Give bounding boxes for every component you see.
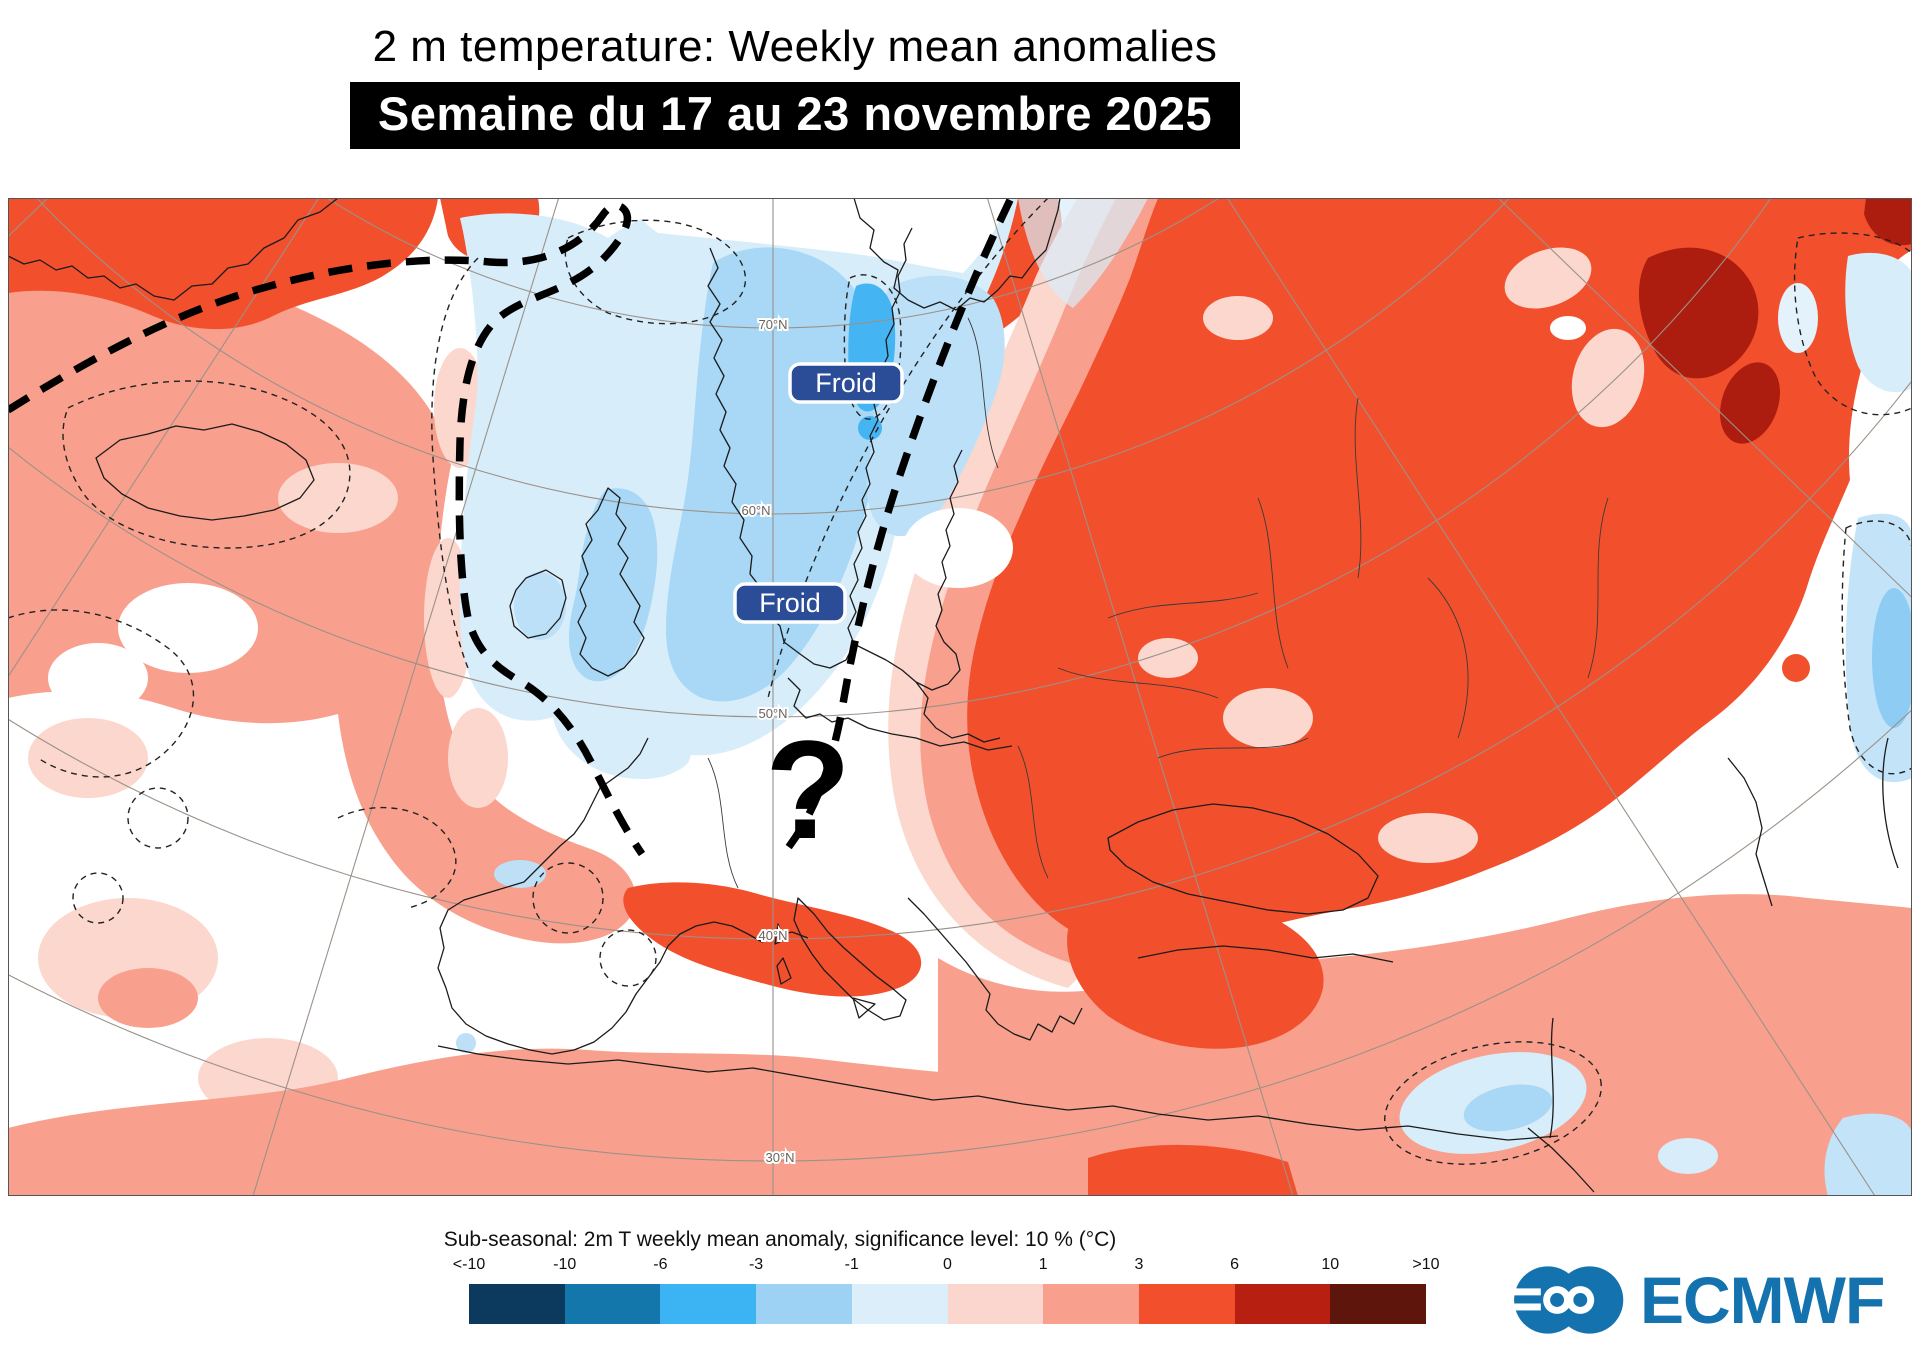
colorbar-tick-2: -6 — [653, 1256, 668, 1273]
colorbar — [469, 1284, 1427, 1324]
colorbar-tick-8: 6 — [1230, 1256, 1240, 1273]
froid-badge-2: Froid — [733, 582, 847, 624]
colorbar-tick-7: 3 — [1134, 1256, 1144, 1273]
froid-badge-2-label: Froid — [759, 588, 821, 618]
cold-boundary-dashes — [8, 198, 1014, 857]
lat-label-60n: 60°N — [741, 503, 770, 518]
anomaly-map: 70°N 60°N 50°N 40°N 30°N Froid Froid ? — [8, 198, 1912, 1196]
froid-badge-1: Froid — [788, 362, 904, 404]
lat-label-40n: 40°N — [758, 928, 787, 943]
question-mark-annotation: ? — [765, 711, 851, 868]
country-borders — [707, 317, 1609, 889]
colorbar-tick-0: <-10 — [452, 1256, 486, 1273]
graticule — [8, 198, 1912, 1196]
colorbar-band-8 — [1234, 1284, 1331, 1324]
subtitle-wrap: Semaine du 17 au 23 novembre 2025 — [0, 82, 1590, 149]
froid-badge-1-label: Froid — [815, 368, 877, 398]
colorbar-band-4 — [851, 1284, 948, 1324]
colorbar-tick-6: 1 — [1038, 1256, 1048, 1273]
colorbar-tick-5: 0 — [943, 1256, 952, 1273]
page-title: 2 m temperature: Weekly mean anomalies — [372, 22, 1218, 71]
colorbar-ticks: <-10 -10 -6 -3 -1 0 1 3 6 10 >10 — [453, 1256, 1440, 1276]
map-border — [8, 198, 1912, 1196]
ecmwf-logo: ECMWF — [1512, 1262, 1885, 1338]
colorbar-band-7 — [1138, 1284, 1235, 1324]
header: 2 m temperature: Weekly mean anomalies S… — [0, 22, 1590, 149]
lat-label-30n: 30°N — [765, 1150, 794, 1165]
colorbar-band-2 — [660, 1284, 757, 1324]
colorbar-tick-4: -1 — [844, 1256, 859, 1273]
ecmwf-logo-icon — [1512, 1266, 1624, 1334]
colorbar-tick-1: -10 — [553, 1256, 577, 1273]
colorbar-tick-9: 10 — [1321, 1256, 1340, 1273]
colorbar-band-6 — [1043, 1284, 1139, 1324]
colorbar-band-0 — [469, 1284, 565, 1324]
colorbar-band-3 — [756, 1284, 852, 1324]
lat-label-50n: 50°N — [758, 706, 787, 721]
page-subtitle: Semaine du 17 au 23 novembre 2025 — [349, 82, 1241, 149]
colorbar-band-9 — [1330, 1284, 1427, 1324]
colorbar-tick-3: -3 — [748, 1256, 764, 1273]
map-svg: 70°N 60°N 50°N 40°N 30°N Froid Froid ? — [8, 198, 1912, 1196]
legend-title: Sub-seasonal: 2m T weekly mean anomaly, … — [443, 1228, 1117, 1251]
colorbar-tick-10: >10 — [1412, 1256, 1440, 1273]
lat-label-70n: 70°N — [758, 317, 787, 332]
ecmwf-logo-text: ECMWF — [1640, 1263, 1885, 1337]
colorbar-band-5 — [947, 1284, 1044, 1324]
latitude-labels: 70°N 60°N 50°N 40°N 30°N — [739, 315, 796, 1167]
colorbar-band-1 — [564, 1284, 661, 1324]
